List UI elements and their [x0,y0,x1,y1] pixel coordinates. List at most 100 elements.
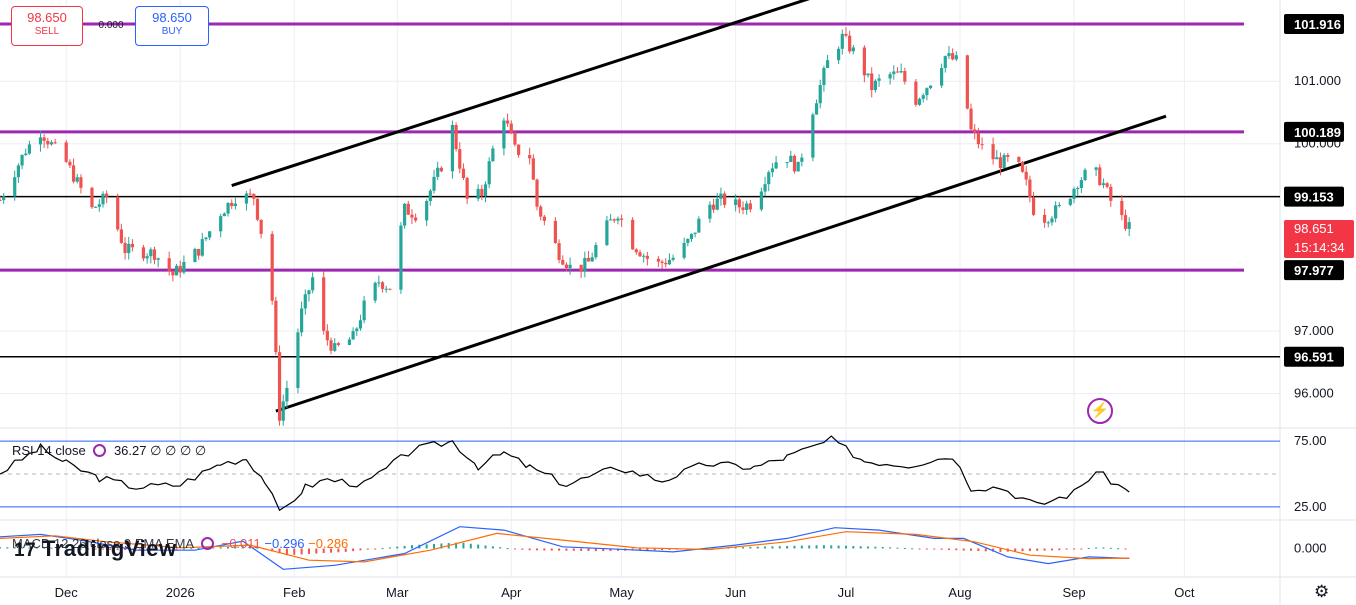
macd-histogram-bar [800,545,803,549]
candle [921,93,925,103]
macd-legend[interactable]: MACD 12 26 close 9 EMA EMA −0.011 −0.296… [12,536,348,551]
candle [49,140,54,146]
candle-body [53,142,57,144]
candle [660,259,664,269]
candle-body [388,288,392,290]
candle-body [877,78,881,81]
candle [13,170,17,201]
candle-body [432,176,436,191]
candle [505,113,510,127]
macd-histogram-bar [168,548,171,550]
sell-label: SELL [34,26,60,37]
macd-line-value: −0.296 [264,536,305,551]
macd-histogram-bar [234,546,237,549]
macd-histogram-bar [146,548,149,550]
candle [16,163,20,184]
macd-histogram-bar [1095,547,1098,549]
candle-body [1017,156,1021,162]
candle [770,162,775,177]
candle [616,216,620,225]
candle [825,54,830,69]
buy-button[interactable]: 98.650 BUY [135,6,209,46]
gear-icon[interactable]: ⚙ [1314,582,1330,601]
macd-histogram-bar [219,547,222,549]
candle-body [410,214,414,218]
candle-body [171,271,175,276]
candle-body [178,265,182,273]
candle-body [362,300,366,321]
candle [0,195,2,201]
cycle-icon[interactable] [93,444,107,457]
macd-histogram-bar [933,548,936,550]
candle-body [785,162,789,164]
candle-body [322,277,326,331]
candle [414,213,418,223]
macd-histogram-bar [771,546,774,549]
candle [667,253,672,266]
macd-histogram-bar [425,544,428,549]
candle [785,161,789,168]
macd-histogram-bar [65,547,68,549]
candle [174,263,179,276]
candle [759,187,763,212]
candle-body [903,71,907,82]
candle-body [200,239,204,256]
candle-body [1101,183,1106,186]
macd-histogram-bar [940,548,943,550]
candle-body [502,120,506,149]
candle [1006,152,1010,162]
cycle-icon[interactable] [200,537,214,550]
price-level-tag [1284,260,1344,281]
candle [325,324,329,346]
candle [208,230,212,241]
candle [68,159,72,169]
candle [1042,208,1047,228]
candle [925,87,929,101]
candle-body [373,282,377,301]
candle-body [579,264,583,272]
candle-body [620,218,624,220]
macd-tick-label: 0.000 [1294,541,1327,556]
candle-body [539,206,543,217]
candle-body [377,282,381,284]
macd-histogram-bar [491,546,494,549]
macd-histogram-bar [756,546,759,549]
candle-body [976,132,980,145]
candle-body [616,218,620,221]
candle-body [995,157,999,160]
x-tick-label: Dec [55,585,79,600]
candle-body [737,199,741,208]
candle-body [542,216,546,221]
candle-body [2,196,6,201]
candle-body [1042,214,1047,223]
macd-hist-value: −0.011 [221,536,261,551]
macd-histogram-bar [256,547,259,549]
candle [388,288,392,291]
sell-button[interactable]: 98.650 SELL [11,6,83,46]
candle [182,255,186,275]
candle-body [90,187,94,208]
candle [991,137,995,165]
candle [1020,160,1025,173]
candle [745,200,749,215]
candle-body [583,257,587,272]
candle [119,223,123,244]
candle [873,79,878,93]
candle-body [667,259,672,265]
candle-body [557,243,561,260]
macd-signal-value: −0.286 [308,536,349,551]
lightning-icon[interactable]: ⚡ [1087,398,1113,424]
candle [877,74,881,87]
candle [480,184,484,201]
candle-body [75,177,79,182]
candle-body [130,243,135,248]
rsi-legend[interactable]: RSI 14 close 36.27 ∅ ∅ ∅ ∅ [12,443,206,459]
candle-body [46,140,50,145]
candle [789,150,793,163]
candle-body [281,401,285,421]
candle-body [285,387,289,402]
candle [222,212,226,217]
candle [899,63,903,74]
candle-body [535,179,539,207]
